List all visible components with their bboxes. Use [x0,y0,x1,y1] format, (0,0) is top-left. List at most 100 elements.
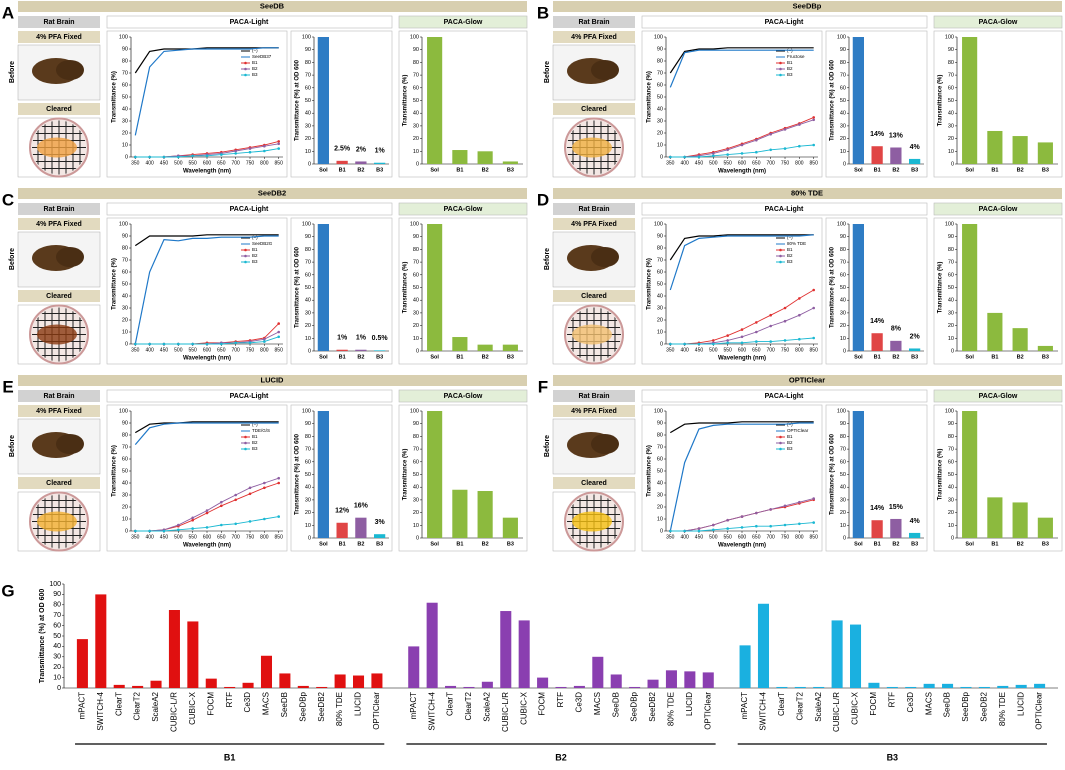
point [148,529,151,533]
y-tick-label: 10 [122,516,128,522]
point [248,150,252,154]
y-tick-label: 70 [413,447,419,453]
y-tick-label: 60 [657,456,663,462]
y-tick-label: 50 [657,468,663,474]
brain-cleared [572,137,612,158]
y-tick-label: 90 [840,421,846,427]
brain-cleared [37,324,77,345]
bar [555,686,567,688]
value-label: 1% [375,148,386,155]
point [769,340,772,343]
y-tick-label: 0 [125,154,128,160]
bar [374,534,386,538]
header [106,15,393,29]
series-line [134,47,279,136]
legend-label: B3 [252,72,258,77]
bar [427,411,443,538]
x-axis-label: Wavelength (nm) [718,169,766,175]
y-tick-label: 20 [305,136,311,142]
series-line [669,422,814,532]
series-line [134,422,279,445]
point [234,341,237,345]
header [933,15,1063,29]
y-tick-label: 60 [840,85,846,91]
header-label: PACA-Light [230,19,269,26]
y-tick-label: 0 [125,528,128,534]
header-label: Rat Brain [43,19,74,26]
x-tick-label: 600 [203,347,212,353]
bar [408,646,420,688]
x-tick-label: 500 [174,534,183,540]
y-tick-label: 0 [308,535,311,541]
point [740,335,744,339]
point [740,515,744,518]
header [106,202,393,216]
x-tick-label: LUCID [354,692,363,716]
y-tick-label: 60 [948,85,954,91]
legend-marker [244,254,247,258]
x-tick-label: B3 [1042,167,1049,173]
bar [317,224,329,351]
y-tick-label: 40 [413,111,419,117]
legend-label: B3 [252,446,258,451]
x-tick-label: Sol [965,541,974,547]
y-axis-label: Transmittance (%) [938,75,944,127]
y-tick-label: 50 [53,633,61,640]
y-tick-label: 30 [840,123,846,129]
x-tick-label: B3 [1042,541,1049,547]
x-tick-label: LUCID [1016,692,1025,716]
x-tick-label: B2 [1017,354,1024,360]
y-tick-label: 90 [657,233,663,239]
y-tick-label: 100 [302,408,311,414]
series-line [669,49,814,88]
x-tick-label: 450 [160,160,169,166]
x-tick-label: 500 [174,160,183,166]
y-tick-label: 70 [305,260,311,266]
value-label: 15% [889,504,904,511]
header [18,31,100,43]
y-tick-label: 80 [657,245,663,251]
header [641,389,928,403]
y-tick-label: 20 [840,323,846,329]
panel-letter: A [2,3,14,22]
x-tick-label: 550 [723,534,732,540]
y-tick-label: 10 [413,149,419,155]
legend-marker [244,61,247,65]
point [263,144,266,148]
y-tick-label: 50 [122,468,128,474]
legend-label: (−) [252,422,258,427]
bar [890,340,902,351]
point [277,142,280,146]
y-tick-label: 50 [305,98,311,104]
y-tick-label: 60 [657,269,663,275]
bar [909,158,921,164]
panel-title: SeeDB [260,1,285,10]
x-axis-label: Wavelength (nm) [183,356,231,362]
bar [962,37,978,164]
point [162,342,166,346]
point [740,152,744,155]
bar [297,685,309,688]
y-tick-label: 100 [119,221,128,227]
y-tick-label: 70 [305,447,311,453]
x-tick-label: B2 [482,167,489,173]
header-label: PACA-Glow [444,206,483,213]
x-tick-label: 750 [781,347,790,353]
point [177,155,180,159]
y-axis-label: Transmittance (%) [647,71,653,123]
y-tick-label: 30 [413,123,419,129]
bar [871,520,883,538]
point [148,155,151,159]
bar [1012,136,1028,164]
x-tick-label: B2 [482,354,489,360]
x-tick-label: B2 [482,541,489,547]
x-tick-label: Sol [319,354,328,360]
x-tick-label: B1 [874,167,881,173]
x-tick-label: B1 [456,167,463,173]
legend-marker [779,61,782,65]
y-tick-label: 50 [413,98,419,104]
y-tick-label: 20 [657,130,663,136]
x-tick-label: 350 [131,160,140,166]
point [740,328,744,331]
